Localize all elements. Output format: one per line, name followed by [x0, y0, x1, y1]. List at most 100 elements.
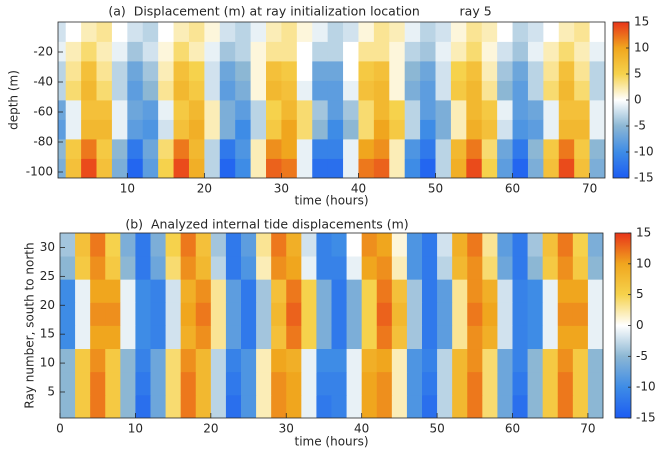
cell: [256, 233, 272, 257]
cell: [250, 41, 267, 62]
cell: [266, 61, 282, 81]
cell: [343, 80, 359, 101]
cell: [271, 256, 287, 280]
cell: [450, 80, 467, 101]
cell: [235, 139, 252, 159]
cell: [497, 325, 513, 350]
cell: [281, 100, 298, 120]
cell: [271, 233, 287, 257]
cell: [90, 394, 106, 418]
heatmap: [58, 22, 605, 178]
cell: [512, 61, 529, 81]
cell: [391, 302, 408, 326]
cell: [497, 302, 513, 326]
cell: [331, 279, 347, 303]
cell: [286, 279, 302, 303]
cell: [127, 61, 144, 81]
cell: [301, 256, 317, 280]
cell: [81, 158, 97, 178]
cell: [358, 61, 375, 81]
cell: [271, 394, 287, 418]
cell: [135, 394, 151, 418]
cell: [482, 233, 498, 257]
cell: [587, 256, 603, 280]
cell: [497, 119, 513, 140]
cell: [435, 22, 452, 42]
x-tick-label: 30: [279, 422, 294, 436]
cell: [135, 348, 151, 373]
cell: [281, 41, 298, 62]
cell: [376, 348, 393, 373]
colorbar-tick-label: -5: [636, 349, 648, 363]
cell: [358, 119, 375, 140]
cell: [543, 158, 560, 178]
cell: [188, 41, 205, 62]
cell: [165, 233, 182, 257]
cell: [327, 139, 344, 159]
cell: [376, 325, 393, 350]
cell: [158, 41, 174, 62]
cell: [266, 100, 282, 120]
cell: [316, 233, 332, 257]
cell: [557, 394, 574, 418]
cell: [250, 158, 267, 178]
x-tick-label: 10: [128, 422, 143, 436]
cell: [120, 279, 136, 303]
cell: [219, 80, 236, 101]
cell: [467, 279, 483, 303]
y-axis-label: depth (m): [7, 70, 21, 130]
cell: [589, 61, 605, 81]
cell: [435, 158, 452, 178]
cell: [406, 371, 423, 396]
cell: [406, 279, 423, 303]
cell: [343, 139, 359, 159]
cell: [266, 119, 282, 140]
cell: [512, 371, 528, 396]
cell: [180, 371, 197, 396]
cell: [574, 139, 590, 159]
cell: [437, 279, 453, 303]
cell: [142, 80, 159, 101]
cell: [235, 100, 252, 120]
cell: [572, 348, 589, 373]
cell: [225, 233, 242, 257]
cell: [574, 158, 590, 178]
cell: [512, 279, 528, 303]
cell: [557, 325, 574, 350]
cell: [497, 371, 513, 396]
cell: [210, 302, 227, 326]
cell: [481, 139, 498, 159]
x-tick-label: 20: [197, 182, 212, 196]
cell: [543, 100, 560, 120]
cell: [210, 371, 227, 396]
cell: [173, 119, 190, 140]
y-tick-label: -20: [33, 45, 53, 59]
cell: [558, 22, 575, 42]
cell: [225, 348, 242, 373]
cell: [235, 158, 252, 178]
cell: [316, 279, 332, 303]
cell: [250, 119, 267, 140]
cell: [466, 61, 483, 81]
cell: [497, 100, 513, 120]
cell: [204, 119, 221, 140]
cell: [96, 119, 113, 140]
cell: [437, 371, 453, 396]
cell: [225, 256, 242, 280]
cell: [271, 325, 287, 350]
cell: [574, 80, 590, 101]
cell: [60, 325, 76, 350]
cell: [331, 233, 347, 257]
cell: [127, 158, 144, 178]
cell: [296, 119, 313, 140]
cell: [512, 80, 529, 101]
cell: [81, 80, 97, 101]
cell: [266, 158, 282, 178]
cell: [422, 233, 438, 257]
cell: [96, 41, 113, 62]
cell: [58, 158, 67, 178]
cell: [165, 394, 182, 418]
cell: [543, 41, 560, 62]
cell: [225, 302, 242, 326]
cell: [105, 394, 121, 418]
